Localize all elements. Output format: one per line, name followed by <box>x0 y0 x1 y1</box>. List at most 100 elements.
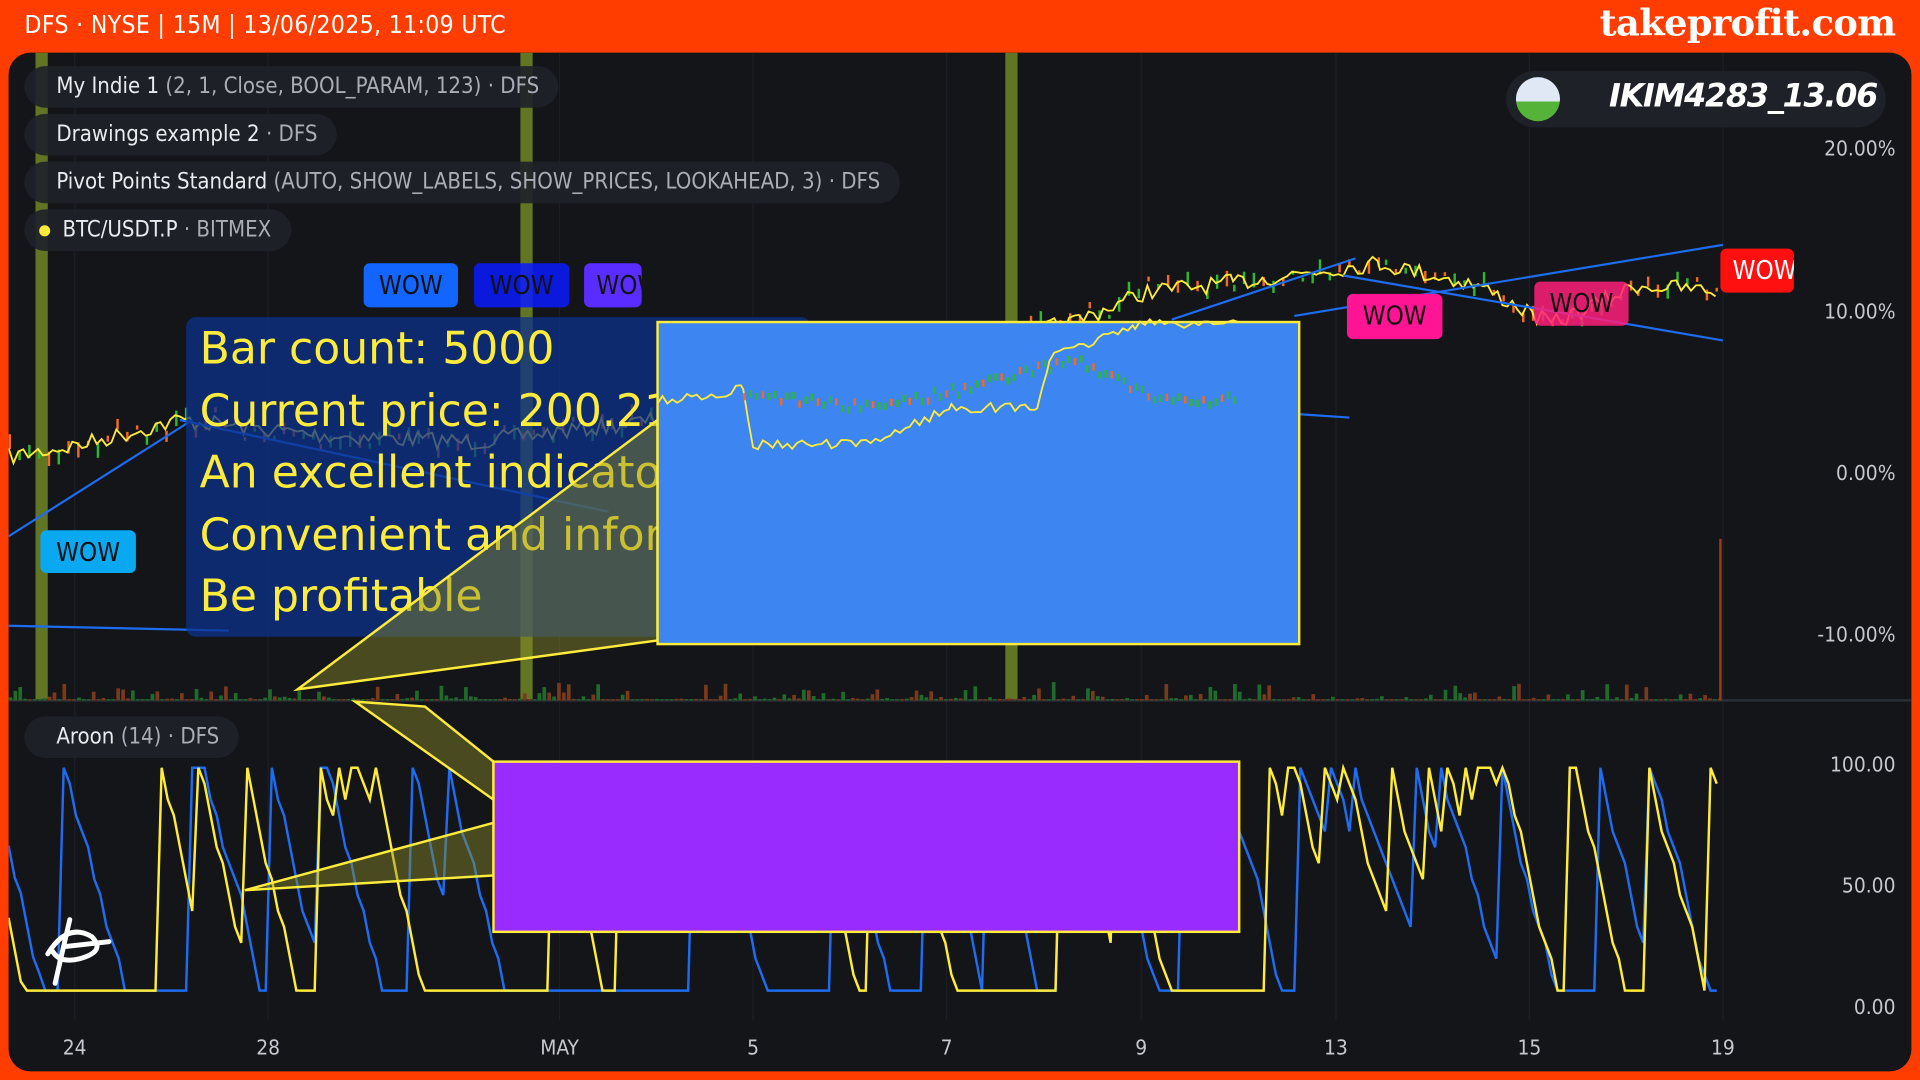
volume-bar <box>1428 694 1433 701</box>
volume-bar <box>503 697 507 701</box>
volume-bar <box>1076 699 1081 701</box>
volume-bar <box>1566 694 1570 701</box>
volume-bar <box>1037 688 1041 701</box>
volume-bar <box>650 699 654 701</box>
volume-bar <box>586 699 591 701</box>
volume-bar <box>860 699 865 701</box>
volume-bar <box>1693 699 1698 701</box>
volume-bar <box>1526 699 1531 701</box>
volume-bar <box>713 699 718 701</box>
candle <box>892 368 896 374</box>
legend-aroon[interactable]: Aroon (14) · DFS <box>24 716 239 758</box>
volume-bar <box>1531 697 1536 701</box>
volume-bar <box>1409 699 1414 701</box>
volume-bar <box>753 696 757 701</box>
volume-bar <box>1561 699 1565 701</box>
volume-bar <box>777 699 782 701</box>
volume-bar <box>1673 699 1678 701</box>
volume-bar <box>155 691 160 701</box>
volume-bar <box>47 696 52 701</box>
price-axis-label: 20.00% <box>1824 137 1896 162</box>
candle <box>1176 280 1180 293</box>
candle <box>1127 281 1131 296</box>
candle <box>1088 302 1092 309</box>
candle <box>1686 278 1689 287</box>
volume-bar <box>934 698 938 701</box>
volume-bar <box>718 695 723 701</box>
time-axis-label: 15 <box>1517 1035 1542 1061</box>
volume-bar <box>733 698 738 701</box>
volume-bar <box>1546 694 1551 701</box>
volume-bar <box>1507 699 1512 701</box>
volume-bar <box>410 697 414 701</box>
wow-label: WOW <box>473 263 570 308</box>
candle <box>1394 268 1398 274</box>
volume-bar <box>1007 698 1012 701</box>
volume-bar <box>792 694 796 701</box>
chart-title: DFS · NYSE | 15M | 13/06/2025, 11:09 UTC <box>24 9 507 40</box>
volume-bar <box>1350 699 1355 701</box>
volume-bar <box>1473 692 1477 701</box>
volume-bar <box>297 691 302 701</box>
volume-bar <box>762 698 767 701</box>
volume-bar <box>454 697 458 701</box>
volume-bar <box>1448 699 1453 701</box>
chart-panel[interactable]: Bar count: 5000 Current price: 200.21 An… <box>8 52 1912 1072</box>
volume-bar <box>1286 699 1291 701</box>
legend-symbol: · BITMEX <box>183 216 272 243</box>
volume-bar <box>1326 699 1330 701</box>
volume-bar <box>875 689 880 701</box>
volume-bar <box>1154 699 1159 701</box>
volume-bar <box>1252 699 1257 701</box>
volume-bar <box>204 699 209 701</box>
volume-bar <box>640 699 645 701</box>
volume-bar <box>1424 698 1428 701</box>
legend-params: (2, 1, Close, BOOL_PARAM, 123) <box>165 73 482 100</box>
candle <box>1695 277 1699 282</box>
price-axis-label: 10.00% <box>1824 300 1896 325</box>
legend-params: (AUTO, SHOW_LABELS, SHOW_PRICES, LOOKAHE… <box>273 168 823 195</box>
user-badge[interactable]: IKIM4283_13.06 <box>1506 71 1886 128</box>
volume-bar <box>336 699 341 701</box>
volume-bar <box>326 697 331 701</box>
time-axis-label: 5 <box>747 1035 760 1061</box>
volume-bar <box>1433 699 1438 701</box>
volume-bar <box>1223 699 1227 701</box>
volume-bar <box>1394 699 1399 701</box>
legend-my-indie[interactable]: My Indie 1 (2, 1, Close, BOOL_PARAM, 123… <box>24 66 559 108</box>
volume-bar <box>684 699 689 701</box>
volume-bar <box>170 698 174 701</box>
volume-bar <box>1719 538 1722 701</box>
textbox-line: Bar count: 5000 <box>199 324 555 375</box>
volume-bar <box>1688 693 1693 701</box>
takeprofit-logo[interactable]: takeprofit.com <box>1599 2 1896 46</box>
legend-name: Pivot Points Standard <box>56 168 268 195</box>
candle <box>1453 273 1456 286</box>
volume-bar <box>1149 699 1154 701</box>
volume-bar <box>522 693 527 701</box>
volume-bar <box>1086 688 1090 701</box>
volume-bar <box>797 698 801 701</box>
volume-bar <box>674 698 679 701</box>
volume-bar <box>62 683 67 701</box>
volume-bar <box>86 699 91 701</box>
volume-bar <box>1291 697 1296 701</box>
legend-drawings-example[interactable]: Drawings example 2 · DFS <box>24 113 338 156</box>
candle <box>175 410 178 427</box>
volume-bar <box>1321 699 1325 701</box>
volume-bar <box>1296 697 1301 701</box>
volume-bar <box>33 698 37 701</box>
candle <box>1482 272 1486 288</box>
volume-bar <box>757 699 762 701</box>
candle <box>1206 290 1209 300</box>
volume-bar <box>1468 693 1472 701</box>
volume-bar <box>738 693 743 701</box>
time-axis-label: 9 <box>1135 1035 1148 1061</box>
legend-pivot-points[interactable]: Pivot Points Standard (AUTO, SHOW_LABELS… <box>24 161 900 204</box>
legend-btc[interactable]: BTC/USDT.P · BITMEX <box>24 209 291 252</box>
volume-bar <box>1262 694 1267 701</box>
candle <box>1186 271 1189 287</box>
wow-label: WOW <box>40 530 136 574</box>
aroon-axis-label: 50.00 <box>1841 874 1896 899</box>
